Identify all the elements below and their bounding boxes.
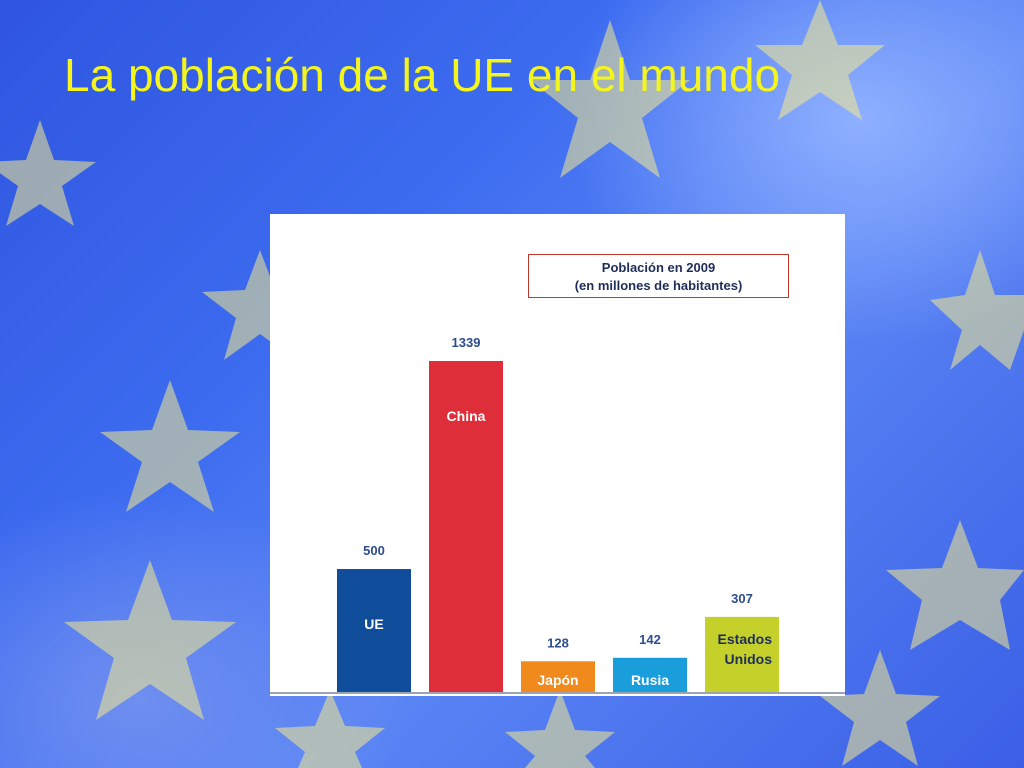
slide-title: La población de la UE en el mundo — [64, 49, 781, 101]
star-icon — [100, 380, 240, 512]
value-label: 307 — [731, 591, 753, 606]
bar-ue — [337, 569, 411, 693]
bar-rusia — [613, 657, 687, 693]
star-icon — [886, 520, 1024, 650]
star-icon — [64, 560, 236, 720]
star-icon — [820, 650, 940, 766]
bar-china — [429, 361, 503, 693]
value-label: 128 — [547, 635, 569, 650]
star-icon — [0, 120, 96, 226]
star-icon — [202, 250, 318, 360]
chart-title-box: Población en 2009 (en millones de habita… — [528, 254, 789, 298]
star-icon — [930, 250, 1024, 370]
chart-panel: 500 UE 1339 China 128 Japón 142 Rusia 307 Estados… — [270, 214, 845, 696]
chart-subtitle: (en millones de habitantes) — [574, 278, 743, 293]
category-label: Rusia — [631, 672, 669, 688]
star-icon — [755, 0, 885, 120]
value-label: 142 — [639, 632, 661, 647]
star-icon — [530, 20, 690, 178]
star-icon — [505, 690, 615, 768]
bar-estados-unidos — [705, 616, 779, 693]
value-label: 1339 — [452, 335, 481, 350]
star-icon — [275, 690, 385, 768]
category-label: UE — [364, 616, 383, 632]
category-label: Estados Unidos — [718, 631, 773, 667]
bar-chart: 500 UE 1339 China 128 Japón 142 Rusia 307 Estados… — [270, 335, 845, 694]
value-label: 500 — [363, 543, 385, 558]
category-label: Japón — [537, 672, 578, 688]
chart-title: Población en 2009 — [601, 260, 716, 275]
bar-japón — [521, 661, 595, 693]
category-label: China — [447, 408, 486, 424]
